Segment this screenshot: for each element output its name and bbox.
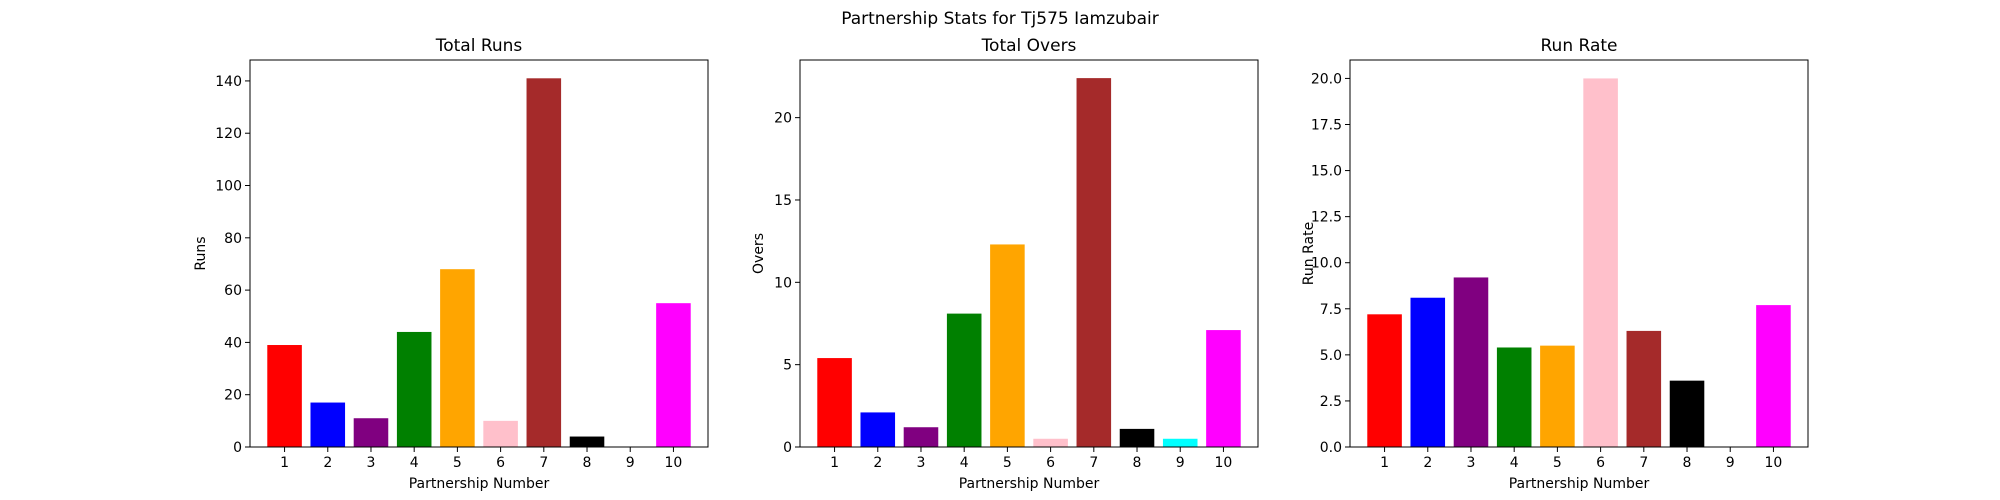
total-overs-bar-9 [1162, 438, 1198, 447]
total-runs-title: Total Runs [435, 36, 523, 56]
total-overs-x-tick-label: 6 [1046, 455, 1055, 471]
total-runs-bar-2 [310, 402, 346, 447]
total-overs-bar-4 [946, 313, 982, 447]
run-rate-x-tick-label: 8 [1683, 455, 1692, 471]
total-overs-bar-1 [817, 358, 852, 447]
total-runs-y-tick-label: 100 [215, 179, 242, 195]
run-rate-bar-5 [1540, 345, 1575, 447]
run-rate-xlabel: Partnership Number [1509, 476, 1650, 492]
total-runs-x-tick-label: 2 [323, 455, 332, 471]
total-runs-y-tick-label: 80 [224, 231, 242, 247]
total-overs-x-tick-label: 9 [1176, 455, 1185, 471]
total-runs-x-tick-label: 9 [626, 455, 635, 471]
total-runs-y-tick-label: 40 [224, 335, 242, 351]
run-rate-bar-10 [1756, 305, 1791, 447]
total-runs-bar-5 [440, 269, 475, 447]
run-rate-x-tick-label: 5 [1553, 455, 1562, 471]
run-rate-x-tick-label: 1 [1380, 455, 1389, 471]
run-rate-y-tick-label: 20.0 [1311, 71, 1342, 87]
total-runs-x-tick-label: 3 [367, 455, 376, 471]
total-runs-bar-4 [396, 331, 432, 447]
total-runs-x-tick-label: 8 [583, 455, 592, 471]
total-runs-y-tick-label: 0 [233, 440, 242, 456]
total-overs-y-tick-label: 15 [774, 193, 792, 209]
run-rate-bar-4 [1496, 347, 1532, 447]
chart-total-overs: 1 2 3 4 5 6 7 8 9 10 0 5 10 15 20 Total Overs Partnershi… [751, 36, 1259, 492]
total-runs-y-tick-label: 60 [224, 283, 242, 299]
total-runs-xlabel: Partnership Number [409, 476, 550, 492]
total-overs-bar-5 [990, 244, 1025, 447]
run-rate-y-tick-label: 5.0 [1320, 348, 1342, 364]
total-overs-y-tick-label: 5 [783, 358, 792, 374]
total-overs-bar-7 [1076, 78, 1112, 447]
total-runs-y-tick-label: 140 [215, 74, 242, 90]
total-overs-x-tick-label: 2 [873, 455, 882, 471]
run-rate-y-tick-label: 15.0 [1311, 164, 1342, 180]
total-overs-x-tick-label: 4 [960, 455, 969, 471]
run-rate-bar-3 [1453, 277, 1489, 447]
run-rate-x-tick-label: 4 [1510, 455, 1519, 471]
run-rate-y-tick-label: 17.5 [1311, 118, 1342, 134]
run-rate-bar-6 [1583, 78, 1618, 447]
run-rate-y-tick-label: 2.5 [1320, 394, 1342, 410]
total-runs-bar-10 [656, 303, 691, 447]
figure-suptitle: Partnership Stats for Tj575 Iamzubair [841, 9, 1158, 29]
run-rate-axes-frame [1349, 59, 1809, 448]
total-runs-x-tick-label: 1 [280, 455, 289, 471]
run-rate-bar-8 [1669, 380, 1705, 447]
total-runs-x-tick-label: 4 [410, 455, 419, 471]
run-rate-bar-7 [1626, 330, 1662, 447]
total-overs-ylabel: Overs [751, 233, 767, 274]
total-runs-bar-7 [526, 78, 562, 448]
total-overs-bar-6 [1033, 438, 1068, 447]
total-overs-bar-3 [903, 427, 939, 447]
total-runs-ylabel: Runs [193, 236, 209, 270]
total-runs-bar-3 [353, 418, 389, 447]
run-rate-y-tick-label: 10.0 [1311, 256, 1342, 272]
run-rate-x-tick-label: 3 [1467, 455, 1476, 471]
total-overs-y-tick-label: 10 [774, 275, 792, 291]
total-runs-axes-frame [249, 59, 709, 448]
total-overs-title: Total Overs [981, 36, 1077, 56]
total-overs-bar-8 [1119, 428, 1155, 447]
total-runs-x-tick-label: 5 [453, 455, 462, 471]
total-overs-bar-10 [1206, 330, 1241, 447]
total-runs-x-tick-label: 10 [665, 455, 683, 471]
total-overs-axes-frame [799, 59, 1259, 448]
run-rate-bar-1 [1367, 314, 1402, 447]
total-runs-bar-6 [483, 420, 518, 447]
total-overs-y-tick-label: 0 [783, 440, 792, 456]
total-overs-xlabel: Partnership Number [959, 476, 1100, 492]
run-rate-y-tick-label: 12.5 [1311, 210, 1342, 226]
total-overs-x-tick-label: 5 [1003, 455, 1012, 471]
total-overs-x-tick-label: 3 [917, 455, 926, 471]
run-rate-x-tick-label: 6 [1596, 455, 1605, 471]
run-rate-y-tick-label: 0.0 [1320, 440, 1342, 456]
total-runs-y-tick-label: 20 [224, 388, 242, 404]
total-runs-x-tick-label: 7 [539, 455, 548, 471]
total-runs-x-tick-label: 6 [496, 455, 505, 471]
total-overs-x-tick-label: 1 [830, 455, 839, 471]
run-rate-y-tick-label: 7.5 [1320, 302, 1342, 318]
chart-run-rate: 1 2 3 4 5 6 7 8 9 10 0.0 2.5 5.0 7.5 10.0 12.5 15.0 17.5 2… [1301, 36, 1809, 492]
total-overs-x-tick-label: 8 [1133, 455, 1142, 471]
total-runs-y-tick-label: 120 [215, 126, 242, 142]
total-runs-bar-8 [569, 436, 605, 447]
run-rate-x-tick-label: 9 [1726, 455, 1735, 471]
total-overs-x-tick-label: 10 [1215, 455, 1233, 471]
total-runs-bar-1 [267, 345, 302, 447]
total-overs-bar-2 [860, 412, 896, 447]
run-rate-x-tick-label: 2 [1423, 455, 1432, 471]
run-rate-x-tick-label: 7 [1639, 455, 1648, 471]
total-overs-y-tick-label: 20 [774, 111, 792, 127]
run-rate-bar-2 [1410, 297, 1446, 447]
run-rate-ylabel: Run Rate [1301, 222, 1317, 285]
run-rate-title: Run Rate [1541, 36, 1618, 56]
run-rate-x-tick-label: 10 [1765, 455, 1783, 471]
total-overs-x-tick-label: 7 [1089, 455, 1098, 471]
